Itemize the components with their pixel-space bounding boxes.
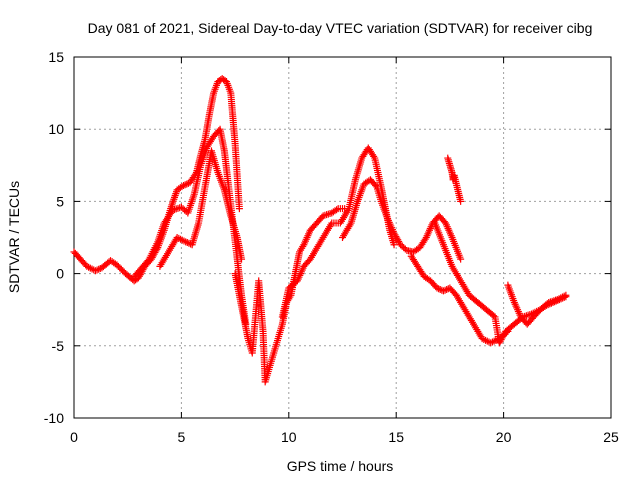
data-point bbox=[441, 286, 449, 294]
data-point bbox=[487, 339, 495, 347]
y-tick-label: -10 bbox=[44, 410, 64, 426]
series-track-i bbox=[504, 281, 570, 328]
data-point bbox=[177, 235, 185, 243]
y-tick-label: 0 bbox=[56, 266, 64, 282]
data-point bbox=[480, 335, 488, 343]
data-point bbox=[549, 298, 557, 306]
data-point bbox=[436, 285, 444, 293]
data-point bbox=[457, 255, 465, 263]
data-point bbox=[86, 264, 94, 272]
data-point bbox=[370, 152, 378, 160]
data-point bbox=[544, 301, 552, 309]
data-point bbox=[547, 299, 555, 307]
data-point bbox=[93, 266, 101, 274]
data-point bbox=[238, 255, 246, 263]
data-point bbox=[457, 197, 465, 205]
data-point bbox=[83, 262, 91, 270]
data-point bbox=[333, 206, 341, 214]
data-point bbox=[183, 180, 191, 188]
series-track-h bbox=[431, 219, 570, 347]
y-tick-label: 15 bbox=[48, 49, 64, 65]
plot-frame bbox=[73, 56, 612, 419]
data-point bbox=[546, 300, 554, 308]
x-tick-label: 0 bbox=[70, 429, 78, 445]
data-points bbox=[70, 75, 570, 386]
data-point bbox=[235, 205, 243, 213]
y-tick-labels: -10 -5 0 5 10 15 bbox=[44, 49, 64, 426]
data-point bbox=[390, 241, 398, 249]
data-point bbox=[91, 267, 99, 275]
data-point bbox=[560, 293, 568, 301]
data-point bbox=[182, 238, 190, 246]
data-point bbox=[557, 295, 565, 303]
data-point bbox=[175, 234, 183, 242]
data-point bbox=[543, 301, 551, 309]
data-point bbox=[95, 265, 103, 273]
data-point bbox=[488, 338, 496, 346]
data-point bbox=[181, 181, 189, 189]
x-tick-labels: 0 5 10 15 20 25 bbox=[70, 429, 619, 445]
data-point bbox=[435, 285, 443, 293]
chart-title: Day 081 of 2021, Sidereal Day-to-day VTE… bbox=[88, 20, 593, 36]
y-tick-label: -5 bbox=[52, 338, 65, 354]
x-axis-label: GPS time / hours bbox=[287, 458, 394, 474]
data-point bbox=[562, 293, 570, 301]
axis-ticks bbox=[73, 56, 612, 419]
data-point bbox=[552, 297, 560, 305]
data-point bbox=[372, 182, 380, 190]
data-point bbox=[482, 336, 490, 344]
series-track-d bbox=[231, 205, 349, 386]
data-point bbox=[483, 337, 491, 345]
x-tick-label: 20 bbox=[496, 429, 512, 445]
series-track-a bbox=[70, 75, 243, 285]
data-point bbox=[433, 284, 441, 292]
data-point bbox=[559, 294, 567, 302]
x-tick-label: 5 bbox=[178, 429, 186, 445]
data-point bbox=[554, 296, 562, 304]
data-point bbox=[173, 234, 181, 241]
data-point bbox=[88, 265, 96, 273]
series-isolated bbox=[444, 154, 465, 205]
x-tick-label: 15 bbox=[388, 429, 404, 445]
data-point bbox=[85, 263, 93, 271]
data-point bbox=[439, 287, 447, 295]
y-axis-label: SDTVAR / TECUs bbox=[6, 181, 22, 293]
data-point bbox=[180, 182, 188, 190]
y-tick-label: 10 bbox=[48, 121, 64, 137]
series-track-f bbox=[339, 176, 465, 263]
x-tick-label: 10 bbox=[281, 429, 297, 445]
data-point bbox=[180, 237, 188, 245]
data-point bbox=[555, 296, 563, 304]
data-point bbox=[478, 335, 486, 343]
series-track-c bbox=[156, 147, 246, 270]
data-point bbox=[551, 298, 559, 306]
series-track-e bbox=[278, 144, 398, 321]
x-tick-label: 25 bbox=[603, 429, 619, 445]
data-point bbox=[178, 236, 186, 244]
y-tick-label: 5 bbox=[56, 193, 64, 209]
series-track-b bbox=[130, 125, 250, 328]
